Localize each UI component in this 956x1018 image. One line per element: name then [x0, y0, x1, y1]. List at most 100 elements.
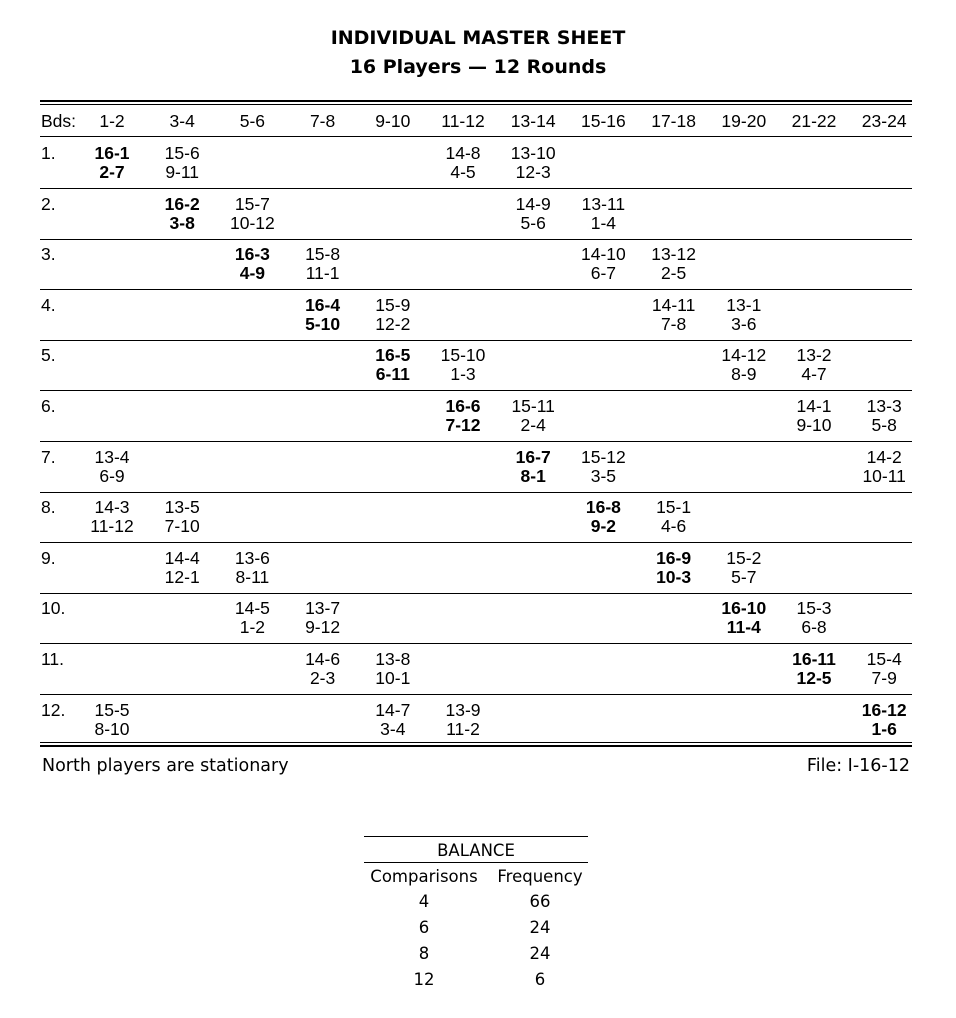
table-cell: 15-9 12-2	[375, 295, 410, 334]
table-cell: 13-12 2-5	[651, 245, 696, 283]
table-cell: 13-11 1-4	[582, 194, 625, 233]
table-cell: 13-7 9-12	[305, 599, 340, 637]
row-divider	[40, 339, 912, 341]
ns-pair: 15-8	[305, 244, 341, 265]
ew-pair: 3-8	[169, 212, 195, 233]
table-cell: 14-4 12-1	[164, 548, 200, 587]
ew-pair: 11-4	[726, 617, 761, 638]
table-cell: 16-6 7-12	[445, 397, 480, 435]
table-cell: 16-1 2-7	[94, 144, 129, 182]
round-label: 11.	[41, 649, 65, 669]
table-cell: 14-1 9-10	[796, 397, 831, 435]
table-cell: 15-11 2-4	[511, 397, 554, 435]
ns-pair: 13-9	[445, 699, 481, 720]
column-header: 13-14	[510, 111, 556, 131]
ew-pair: 1-3	[450, 364, 476, 385]
ns-pair: 15-7	[234, 193, 270, 214]
ns-pair: 16-6	[445, 396, 481, 416]
table-cell: 15-4 7-9	[867, 650, 902, 688]
column-header: 5-6	[239, 111, 266, 131]
boards-label: Bds:	[41, 111, 77, 131]
table-cell: 14-10 6-7	[581, 245, 626, 283]
column-header: 17-18	[651, 111, 696, 131]
ns-pair: 14-5	[234, 598, 270, 619]
ew-pair: 12-1	[164, 566, 200, 587]
column-header: 19-20	[721, 111, 767, 131]
ns-pair: 16-4	[305, 294, 341, 315]
row-divider	[40, 542, 912, 544]
table-cell: 13-4 6-9	[94, 447, 129, 486]
ew-pair: 7-8	[660, 313, 687, 334]
ns-pair: 14-6	[305, 649, 341, 669]
row-divider	[40, 592, 912, 594]
ew-pair: 8-10	[94, 718, 130, 739]
ew-pair: 4-5	[450, 162, 476, 182]
frequency-value: 24	[529, 918, 551, 937]
ew-pair: 6-8	[801, 617, 827, 638]
ns-pair: 14-10	[581, 244, 626, 265]
ns-pair: 13-1	[726, 294, 762, 315]
header-rule	[40, 136, 912, 137]
ew-pair: 5-10	[305, 313, 341, 334]
ns-pair: 14-3	[94, 497, 130, 518]
frequency-value: 6	[534, 970, 546, 989]
table-cell: 16-4 5-10	[305, 294, 341, 334]
table-cell: 14-3 11-12	[90, 498, 133, 536]
ew-pair: 8-11	[235, 566, 270, 587]
ns-pair: 14-1	[796, 396, 832, 416]
column-header: 1-2	[99, 111, 125, 131]
table-cell: 16-11 12-5	[792, 650, 836, 688]
ns-pair: 14-2	[866, 446, 902, 467]
table-cell: 13-10 12-3	[511, 144, 556, 182]
ew-pair: 1-6	[871, 718, 897, 739]
round-label: 12.	[41, 699, 66, 720]
table-cell: 13-5 7-10	[165, 498, 200, 536]
table-cell: 16-7 8-1	[515, 446, 551, 486]
ns-pair: 13-6	[234, 547, 270, 568]
round-label: 5.	[41, 345, 56, 366]
row-divider	[40, 491, 912, 493]
table-cell: 14-7 3-4	[375, 699, 411, 739]
ns-pair: 15-6	[164, 143, 200, 163]
page-title: INDIVIDUAL MASTER SHEET	[330, 27, 626, 49]
comparisons-value: 4	[418, 892, 430, 911]
table-cell: 16-2 3-8	[164, 193, 200, 233]
top-rule-inner	[40, 104, 912, 105]
balance-top-rule	[364, 836, 588, 837]
table-cell: 14-5 1-2	[235, 599, 270, 637]
round-label: 2.	[41, 193, 56, 214]
ew-pair: 4-7	[801, 364, 827, 385]
ew-pair: 10-11	[862, 465, 906, 486]
row-divider	[40, 441, 912, 442]
ns-pair: 16-7	[515, 446, 551, 467]
ns-pair: 16-2	[164, 193, 200, 214]
round-label: 7.	[41, 446, 56, 467]
ns-pair: 16-12	[861, 699, 907, 720]
frequency-value: 66	[529, 892, 551, 911]
ew-pair: 2-5	[660, 263, 687, 284]
table-cell: 15-8 11-1	[305, 245, 340, 283]
round-label: 9.	[41, 547, 56, 568]
table-cell: 15-5 8-10	[94, 700, 130, 739]
ns-pair: 14-7	[375, 699, 411, 720]
table-cell: 14-9 5-6	[516, 194, 551, 233]
table-cell: 15-3 6-8	[796, 599, 831, 637]
ns-pair: 14-12	[721, 345, 767, 366]
ns-pair: 16-1	[94, 143, 130, 163]
ew-pair: 2-3	[309, 668, 336, 688]
balance-header: Comparisons	[370, 867, 478, 886]
ns-pair: 15-4	[866, 649, 902, 669]
table-cell: 13-2 4-7	[796, 346, 831, 384]
balance-title: BALANCE	[437, 841, 515, 860]
column-header: 7-8	[309, 111, 336, 131]
column-header: 3-4	[169, 111, 195, 131]
ew-pair: 9-10	[796, 415, 832, 435]
comparisons-value: 12	[413, 970, 435, 989]
column-header: 23-24	[861, 111, 907, 131]
ew-pair: 9-11	[165, 162, 200, 182]
ns-pair: 16-9	[656, 547, 692, 568]
round-label: 3.	[41, 244, 56, 265]
table-cell: 16-10 11-4	[721, 599, 766, 637]
table-cell: 15-2 5-7	[726, 548, 761, 587]
